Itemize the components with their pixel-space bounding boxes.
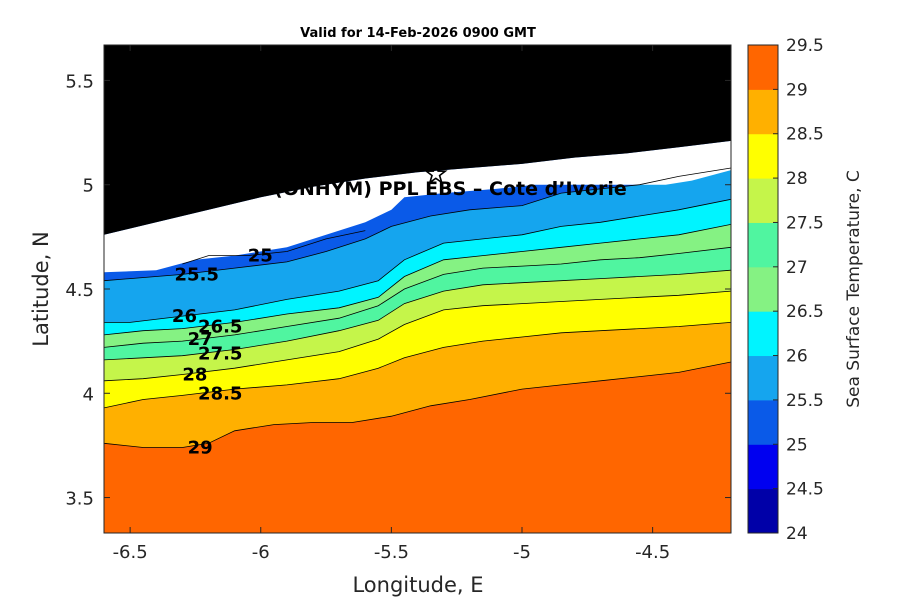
isotherm-26.5 bbox=[104, 224, 731, 336]
site-label: (ONHYM) PPL EBS – Cote d’Ivorie bbox=[274, 178, 627, 200]
colorbar-segment bbox=[748, 222, 778, 268]
colorbar-tick-label: 27 bbox=[786, 258, 808, 278]
isotherm-25 bbox=[182, 230, 366, 265]
x-tick-label: -5 bbox=[513, 542, 531, 563]
colorbar-tick-label: 28.5 bbox=[786, 125, 824, 145]
colorbar-tick-label: 28 bbox=[786, 169, 808, 189]
colorbar-frame bbox=[747, 44, 779, 534]
colorbar-segment bbox=[748, 89, 778, 135]
colorbar-segment bbox=[748, 266, 778, 312]
site-star-icon bbox=[423, 161, 448, 185]
colorbar-tick-label: 25 bbox=[786, 435, 808, 455]
colorbar-segment bbox=[748, 45, 778, 90]
colorbar-tick-label: 26.5 bbox=[786, 302, 824, 322]
colorbar-segment bbox=[748, 399, 778, 445]
x-tick-label: -6 bbox=[252, 542, 270, 563]
colorbar: 24 24.5 25 25.5 26 26.5 27 27.5 28 28.5 29 29.5 bbox=[747, 36, 824, 544]
colorbar-tick-label: 24 bbox=[786, 524, 808, 544]
isotherm-label-26.5: 26.5 bbox=[198, 317, 242, 338]
colorbar-segment bbox=[748, 355, 778, 401]
y-tick-label: 5.5 bbox=[65, 71, 94, 92]
colorbar-label: Sea Surface Temperature, C bbox=[844, 170, 864, 408]
isotherm-label-27.5: 27.5 bbox=[198, 344, 242, 365]
y-tick-label: 4.5 bbox=[65, 280, 94, 301]
y-tick-label: 3.5 bbox=[65, 489, 94, 510]
colorbar-tick-label: 29 bbox=[786, 80, 808, 100]
colorbar-tick-label: 26 bbox=[786, 347, 808, 367]
isotherm-label-27: 27 bbox=[188, 329, 213, 350]
colorbar-segment bbox=[748, 444, 778, 490]
colorbar-segment bbox=[748, 488, 778, 534]
colorbar-tick-label: 29.5 bbox=[786, 36, 824, 56]
band-above-29 bbox=[104, 362, 731, 533]
colorbar-segment bbox=[748, 133, 778, 179]
colorbar-tick-label: 25.5 bbox=[786, 391, 824, 411]
x-axis: -6.5 -6 -5.5 -5 -4.5 bbox=[113, 45, 670, 563]
isotherm-28.5 bbox=[104, 322, 731, 409]
isotherm-label-28: 28 bbox=[182, 365, 207, 386]
y-axis-label: Latitude, N bbox=[29, 231, 53, 347]
isotherm-label-25: 25 bbox=[248, 246, 273, 267]
x-tick-label: -6.5 bbox=[113, 542, 148, 563]
x-tick-label: -4.5 bbox=[635, 542, 670, 563]
isotherm-label-28.5: 28.5 bbox=[198, 383, 242, 404]
isotherm-label-25.5: 25.5 bbox=[175, 264, 219, 285]
colorbar-segment bbox=[748, 311, 778, 357]
isotherm-27 bbox=[104, 246, 731, 348]
isotherm-label-26: 26 bbox=[172, 306, 197, 327]
isotherm-27.5 bbox=[104, 269, 731, 361]
x-axis-label: Longitude, E bbox=[352, 573, 483, 597]
colorbar-segment bbox=[748, 178, 778, 223]
isotherm-28 bbox=[104, 290, 731, 382]
isotherm-26 bbox=[104, 198, 731, 323]
colorbar-tick-label: 24.5 bbox=[786, 480, 824, 500]
chart-title: Valid for 14-Feb-2026 0900 GMT bbox=[300, 26, 536, 41]
nodata-region bbox=[104, 140, 731, 273]
isotherm-lines bbox=[104, 167, 731, 448]
y-axis: 3.5 4 4.5 5 5.5 bbox=[65, 71, 731, 510]
isotherm-25.5 bbox=[104, 167, 731, 282]
x-tick-label: -5.5 bbox=[374, 542, 409, 563]
y-tick-label: 4 bbox=[83, 384, 94, 405]
y-tick-label: 5 bbox=[83, 176, 94, 197]
colorbar-tick-label: 27.5 bbox=[786, 213, 824, 233]
isotherm-29 bbox=[104, 361, 731, 448]
land-region bbox=[104, 45, 731, 235]
isotherm-label-29: 29 bbox=[188, 437, 213, 458]
